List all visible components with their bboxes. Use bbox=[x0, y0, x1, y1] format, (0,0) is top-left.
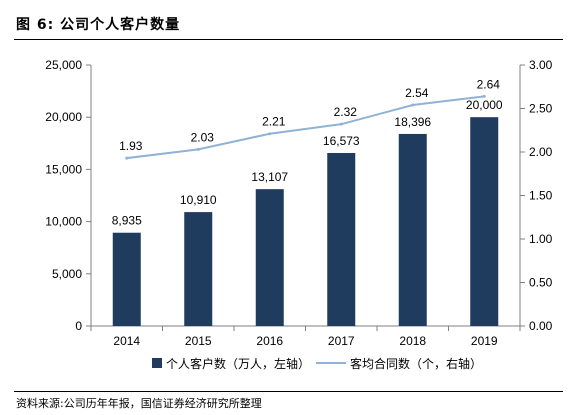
x-tick-label: 2019 bbox=[471, 334, 498, 348]
line-point bbox=[411, 103, 415, 107]
left-tick-label: 15,000 bbox=[45, 162, 82, 176]
x-tick-label: 2018 bbox=[399, 334, 426, 348]
right-tick-label: 3.00 bbox=[529, 58, 553, 72]
left-tick-label: 0 bbox=[75, 319, 82, 333]
chart-axes: 0 5,000 10,000 15,000 20,000 25,000 0.00 0.50 1.… bbox=[45, 58, 552, 348]
source-rule bbox=[14, 391, 563, 392]
bar bbox=[255, 189, 284, 326]
bar bbox=[184, 212, 213, 326]
line-point bbox=[482, 94, 486, 98]
bar-data-label: 8,935 bbox=[112, 214, 142, 228]
bar bbox=[112, 232, 141, 326]
left-tick-label: 25,000 bbox=[45, 58, 82, 72]
legend-label-line: 客均合同数（个，右轴） bbox=[350, 356, 482, 371]
x-tick-label: 2014 bbox=[113, 334, 140, 348]
x-tick-label: 2016 bbox=[256, 334, 283, 348]
right-tick-label: 1.00 bbox=[529, 232, 553, 246]
bar-data-label: 18,396 bbox=[394, 115, 431, 129]
x-tick-label: 2015 bbox=[185, 334, 212, 348]
line-point bbox=[125, 156, 129, 160]
right-tick-label: 2.00 bbox=[529, 145, 553, 159]
bar-data-label: 10,910 bbox=[180, 193, 217, 207]
bar-data-label: 16,573 bbox=[323, 134, 360, 148]
bar bbox=[470, 117, 499, 326]
right-tick-label: 2.50 bbox=[529, 102, 553, 116]
line-data-label: 2.54 bbox=[405, 86, 429, 100]
line-data-label: 2.64 bbox=[477, 77, 501, 91]
right-tick-label: 0.50 bbox=[529, 276, 553, 290]
bar-series: 8,935 10,910 13,107 16,573 18,396 20,000 bbox=[112, 98, 503, 326]
bar-data-label: 20,000 bbox=[466, 98, 503, 112]
legend-label-bar: 个人客户数（万人，左轴） bbox=[166, 356, 310, 371]
line-data-label: 2.03 bbox=[191, 130, 215, 144]
bar-data-label: 13,107 bbox=[251, 170, 288, 184]
line-point bbox=[339, 122, 343, 126]
chart-legend: 个人客户数（万人，左轴） 客均合同数（个，右轴） bbox=[152, 356, 482, 371]
bar bbox=[398, 133, 427, 326]
line-path bbox=[126, 95, 485, 160]
right-tick-label: 0.00 bbox=[529, 319, 553, 333]
right-tick-label: 1.50 bbox=[529, 189, 553, 203]
line-point bbox=[268, 132, 272, 136]
figure-title: 图 6: 公司个人客户数量 bbox=[16, 17, 181, 33]
title-rule bbox=[14, 39, 563, 40]
source-note: 资料来源:公司历年年报，国信证券经济研究所整理 bbox=[16, 397, 262, 410]
line-point bbox=[196, 147, 200, 151]
line-data-label: 2.21 bbox=[262, 115, 286, 129]
line-data-label: 1.93 bbox=[119, 139, 143, 153]
legend-swatch-bar bbox=[152, 358, 162, 368]
left-tick-label: 10,000 bbox=[45, 215, 82, 229]
left-tick-label: 5,000 bbox=[52, 267, 82, 281]
left-tick-label: 20,000 bbox=[45, 110, 82, 124]
line-series: 1.93 2.03 2.21 2.32 2.54 2.64 bbox=[119, 77, 501, 160]
line-data-label: 2.32 bbox=[334, 105, 358, 119]
x-tick-label: 2017 bbox=[328, 334, 355, 348]
bar bbox=[327, 152, 356, 326]
